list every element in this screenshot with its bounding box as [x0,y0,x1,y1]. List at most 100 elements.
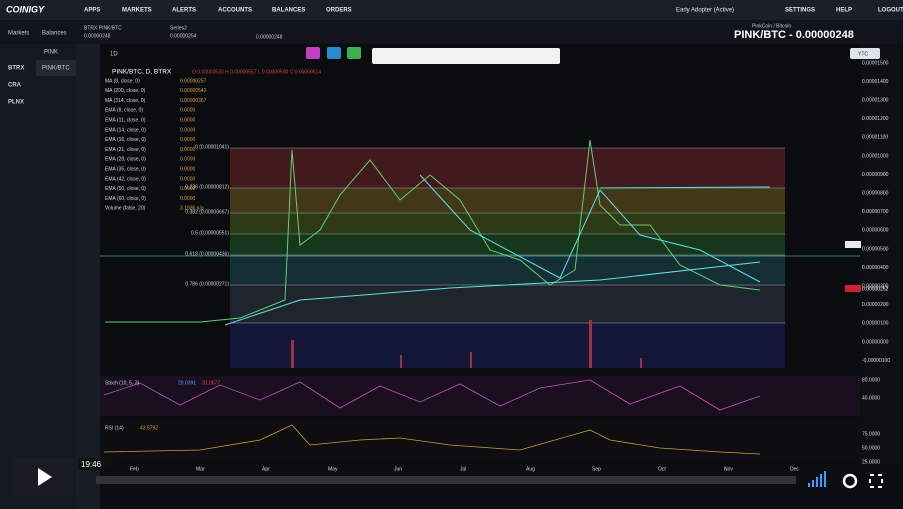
fib-label: 0.236 (0.00000812) [185,184,229,190]
indicator-value: 0.00000257 [180,78,207,84]
month-label: Apr [262,466,270,472]
price-label: -0.00000100 [862,358,890,364]
ytc-button[interactable] [850,48,880,59]
tool-button[interactable] [306,47,320,59]
exchange[interactable]: CRA [8,83,22,89]
indicator-name: EMA (14, close, 0) [105,127,146,133]
price-label: 0.00000000 [862,339,889,345]
volume-sketch [291,320,642,368]
indicator-name: EMA (28, close, 0) [105,157,146,163]
nav-item[interactable]: SETTINGS [785,8,815,14]
header-title: PINK/BTC - 0.00000248 [734,29,854,41]
nav-item[interactable]: ORDERS [326,8,352,14]
nav-item[interactable]: BALANCES [272,8,305,14]
price-label: 0.00000500 [862,246,889,252]
nav-item[interactable]: HELP [836,8,852,14]
month-label: Aug [526,466,535,472]
indicator-value: 0.00000543 [180,88,207,94]
price-label: 0.00000800 [862,191,889,197]
legend-symbol: PINK/BTC, D, BTRX [112,69,172,76]
indicator-value: 0.0000 [180,196,196,202]
indicator-value: 0.00000367 [180,98,207,104]
indicator-name: EMA (50, close, 0) [105,186,146,192]
sidebar-tab[interactable]: Balances [42,31,67,37]
stoch-panel [100,376,860,416]
tab-price: 0.00000254 [170,33,197,39]
sidebar-tab[interactable]: Markets [8,31,29,37]
nav-item[interactable]: ACCOUNTS [218,8,252,14]
indicator-name: EMA (35, close, 0) [105,167,146,173]
fullscreen-icon[interactable] [869,474,883,488]
fib-label: 0.618 (0.00000436) [185,251,229,257]
nav-item[interactable]: MARKETS [122,8,152,14]
indicator-value: 0.0000 [180,167,196,173]
indicator-name: MA (200, close, 0) [105,88,146,94]
month-label: Oct [658,466,666,472]
market[interactable]: PINK/BTC [42,66,70,72]
month-label: Sep [592,466,601,472]
price-label: 0.00000100 [862,321,889,327]
indicator-name: EMA (21, close, 0) [105,147,146,153]
rsi-axis: 75.0000 [862,431,880,437]
tool-button[interactable] [347,47,361,59]
price-sketch [105,139,761,323]
price-label: 0.00000200 [862,302,889,308]
price-marker [845,241,861,248]
fib-band [230,148,785,188]
tab-title[interactable]: BTRX PINK/BTC [84,25,122,31]
fib-band [230,255,785,285]
tab-title[interactable]: Series2 [170,25,187,31]
play-icon [38,468,52,486]
tool-button[interactable] [327,47,341,59]
progress-bar[interactable] [96,476,796,484]
button-label[interactable]: YTC [858,51,868,57]
indicator-value: 0.0000 [180,118,196,124]
price-axis [860,44,903,464]
drawing-toolbar[interactable] [372,48,560,64]
price-label: 0.00001000 [862,153,889,159]
sidebar [0,44,76,509]
indicator-value: 0.0000 [180,186,196,192]
stoch-d: 31.0677 [202,380,220,386]
price-label: 0.00000700 [862,209,889,215]
indicator-name: Volume (false, 20) [105,206,146,212]
price-label: 0.00001300 [862,98,889,104]
stoch-k: 20.0391 [178,380,196,386]
price-label: 0.00001200 [862,116,889,122]
price-label: 0.00000600 [862,228,889,234]
tab-price: 0.00000248 [256,34,283,40]
price-label: 0.00001500 [862,60,889,66]
price-marker-label: 0.00000436 [862,242,889,248]
indicator-value: 0.0000 [180,137,196,143]
rsi-panel [100,420,860,462]
indicator-value: 0.0000 [180,157,196,163]
drawing-line [419,174,761,283]
month-label: Mar [196,466,205,472]
volume-icon[interactable] [808,471,826,487]
sidebar-active [36,60,76,76]
exchange[interactable]: PLNX [8,100,24,106]
video-time: 19:46 [81,460,102,469]
price-label: 0.00001100 [862,135,888,141]
exchange[interactable]: BTRX [8,66,24,72]
interval[interactable]: 1D [110,52,118,58]
nav-item[interactable]: APPS [84,8,100,14]
time-badge [78,458,116,470]
stoch-axis: 40.0000 [862,395,880,401]
price-label: 0.00000300 [862,284,889,290]
nav-item[interactable]: LOGOUT [878,8,903,14]
trend-line [224,261,761,326]
header-subtitle: PinkCoin / Bitcoin [752,23,791,29]
indicator-value: 0.0000 [180,147,196,153]
nav-item[interactable]: ALERTS [172,8,196,14]
price-marker-label: 0.00000252 [862,286,889,292]
month-label: Feb [130,466,139,472]
settings-icon[interactable] [842,473,858,489]
favorite: PINK [44,50,58,56]
legend-ohlc: O 0.00000530 H 0.00000557 L 0.00000500 C… [192,69,321,75]
top-bar [0,0,903,20]
indicator-name: EMA (11, close, 0) [105,118,146,124]
stoch-sketch [103,379,761,411]
rsi-value: 43.5792 [140,425,158,431]
